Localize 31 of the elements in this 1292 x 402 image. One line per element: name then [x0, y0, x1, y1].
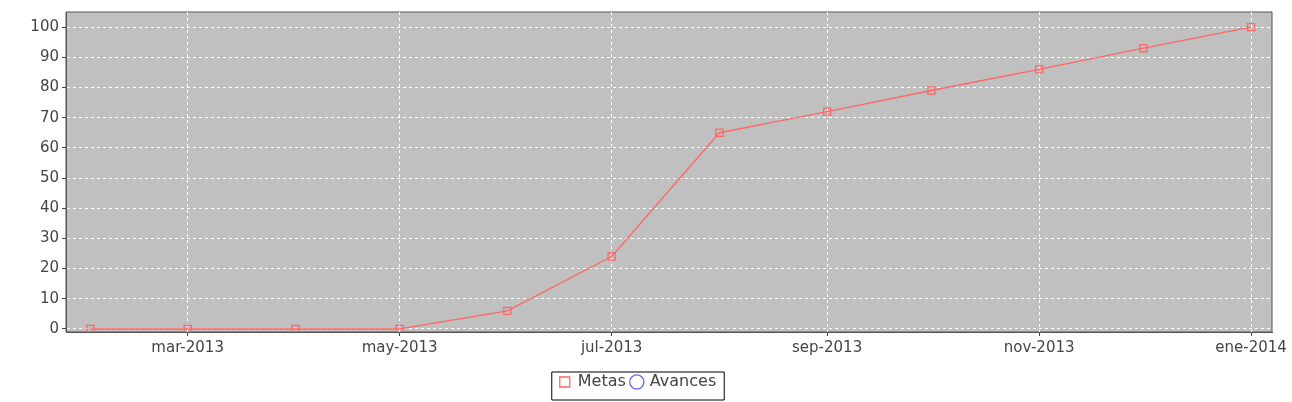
y-tick-label: 10 — [39, 288, 59, 307]
x-tick-label: mar-2013 — [151, 337, 224, 356]
x-tick-label: may-2013 — [361, 337, 438, 356]
legend-label: Avances — [649, 371, 717, 391]
y-tick-label: 0 — [49, 318, 59, 337]
x-tick-label: jul-2013 — [579, 337, 643, 356]
point — [1139, 44, 1148, 53]
point — [183, 324, 192, 332]
point — [1034, 65, 1044, 74]
x-tick-label: sep-2013 — [792, 337, 863, 356]
y-tick-label: 80 — [39, 77, 59, 96]
legend-label: Metas — [577, 371, 626, 391]
y-tick-label: 70 — [39, 107, 59, 126]
point — [715, 128, 724, 137]
point — [395, 324, 404, 332]
y-tick-label: 90 — [39, 47, 59, 66]
point — [503, 306, 512, 316]
y-tick-label: 30 — [39, 228, 59, 247]
y-tick-label: 40 — [39, 198, 59, 217]
x-tick-label: nov-2013 — [1003, 337, 1075, 356]
x-tick-label: ene-2014 — [1215, 337, 1287, 356]
point — [927, 86, 936, 95]
point — [822, 107, 832, 116]
point — [291, 324, 300, 332]
y-tick-label: 50 — [39, 167, 59, 186]
point — [1246, 22, 1256, 32]
y-tick-label: 20 — [39, 258, 59, 277]
y-tick-label: 60 — [39, 137, 59, 156]
point — [86, 324, 95, 332]
y-tick-label: 100 — [30, 16, 59, 35]
point — [607, 252, 616, 261]
